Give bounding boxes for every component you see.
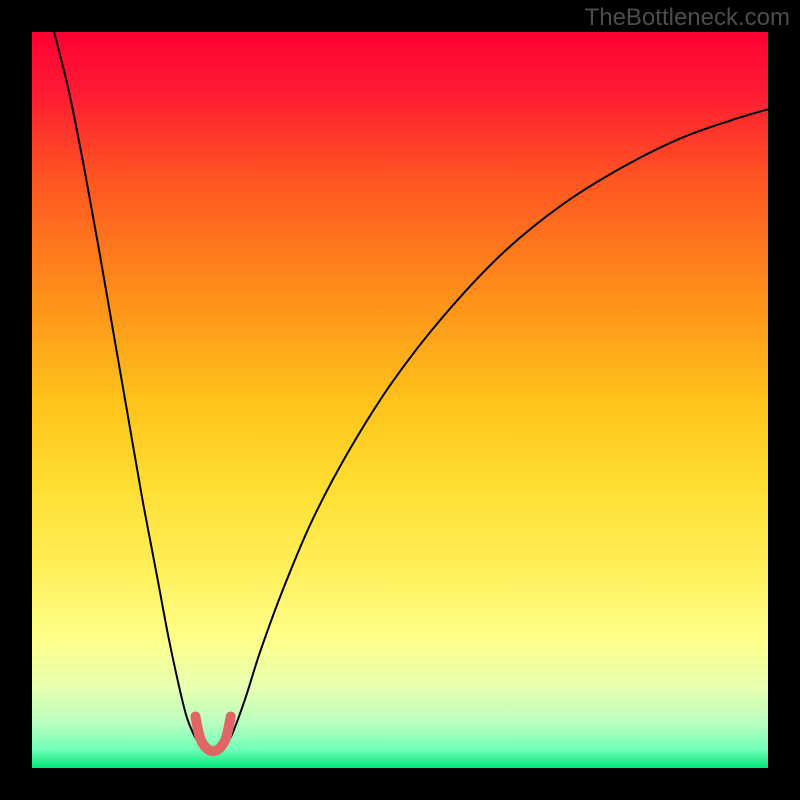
bottleneck-curve-chart (32, 32, 768, 768)
plot-area (32, 32, 768, 768)
chart-frame: TheBottleneck.com (0, 0, 800, 800)
watermark-label: TheBottleneck.com (585, 4, 790, 32)
heat-gradient-background (32, 32, 768, 768)
